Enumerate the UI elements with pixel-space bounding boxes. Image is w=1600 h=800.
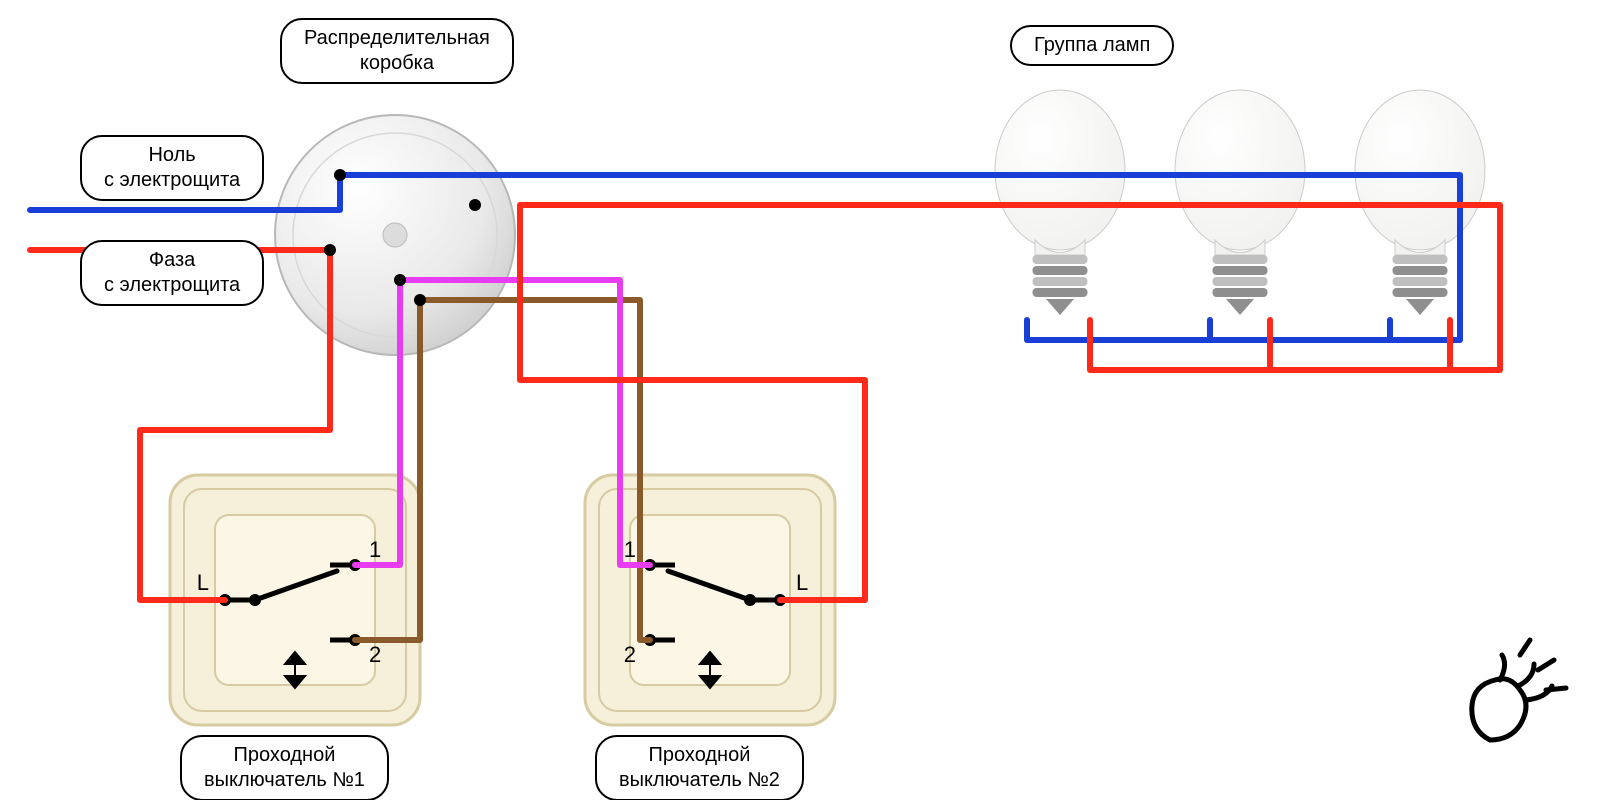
terminal-2-label: 2 (369, 642, 381, 667)
junction-node (334, 169, 346, 181)
label-phase: Фаза с электрощита (80, 240, 264, 306)
terminal-1-label: 1 (369, 537, 381, 562)
wiring-diagram: L 1 2 L 1 2 (0, 0, 1600, 800)
terminal-2-label: 2 (624, 642, 636, 667)
label-switch1: Проходной выключатель №1 (180, 735, 389, 800)
junction-node (469, 199, 481, 211)
junction-box (275, 115, 515, 355)
junction-node (394, 274, 406, 286)
terminal-L-label: L (197, 570, 209, 595)
terminal-1-label: 1 (624, 537, 636, 562)
label-lamps-group: Группа ламп (1010, 25, 1174, 66)
label-neutral: Ноль с электрощита (80, 135, 264, 201)
label-junction-box: Распределительная коробка (280, 18, 514, 84)
watermark-icon (1472, 640, 1566, 740)
junction-node (324, 244, 336, 256)
terminal-L-label: L (796, 570, 808, 595)
label-switch2: Проходной выключатель №2 (595, 735, 804, 800)
junction-node (414, 294, 426, 306)
